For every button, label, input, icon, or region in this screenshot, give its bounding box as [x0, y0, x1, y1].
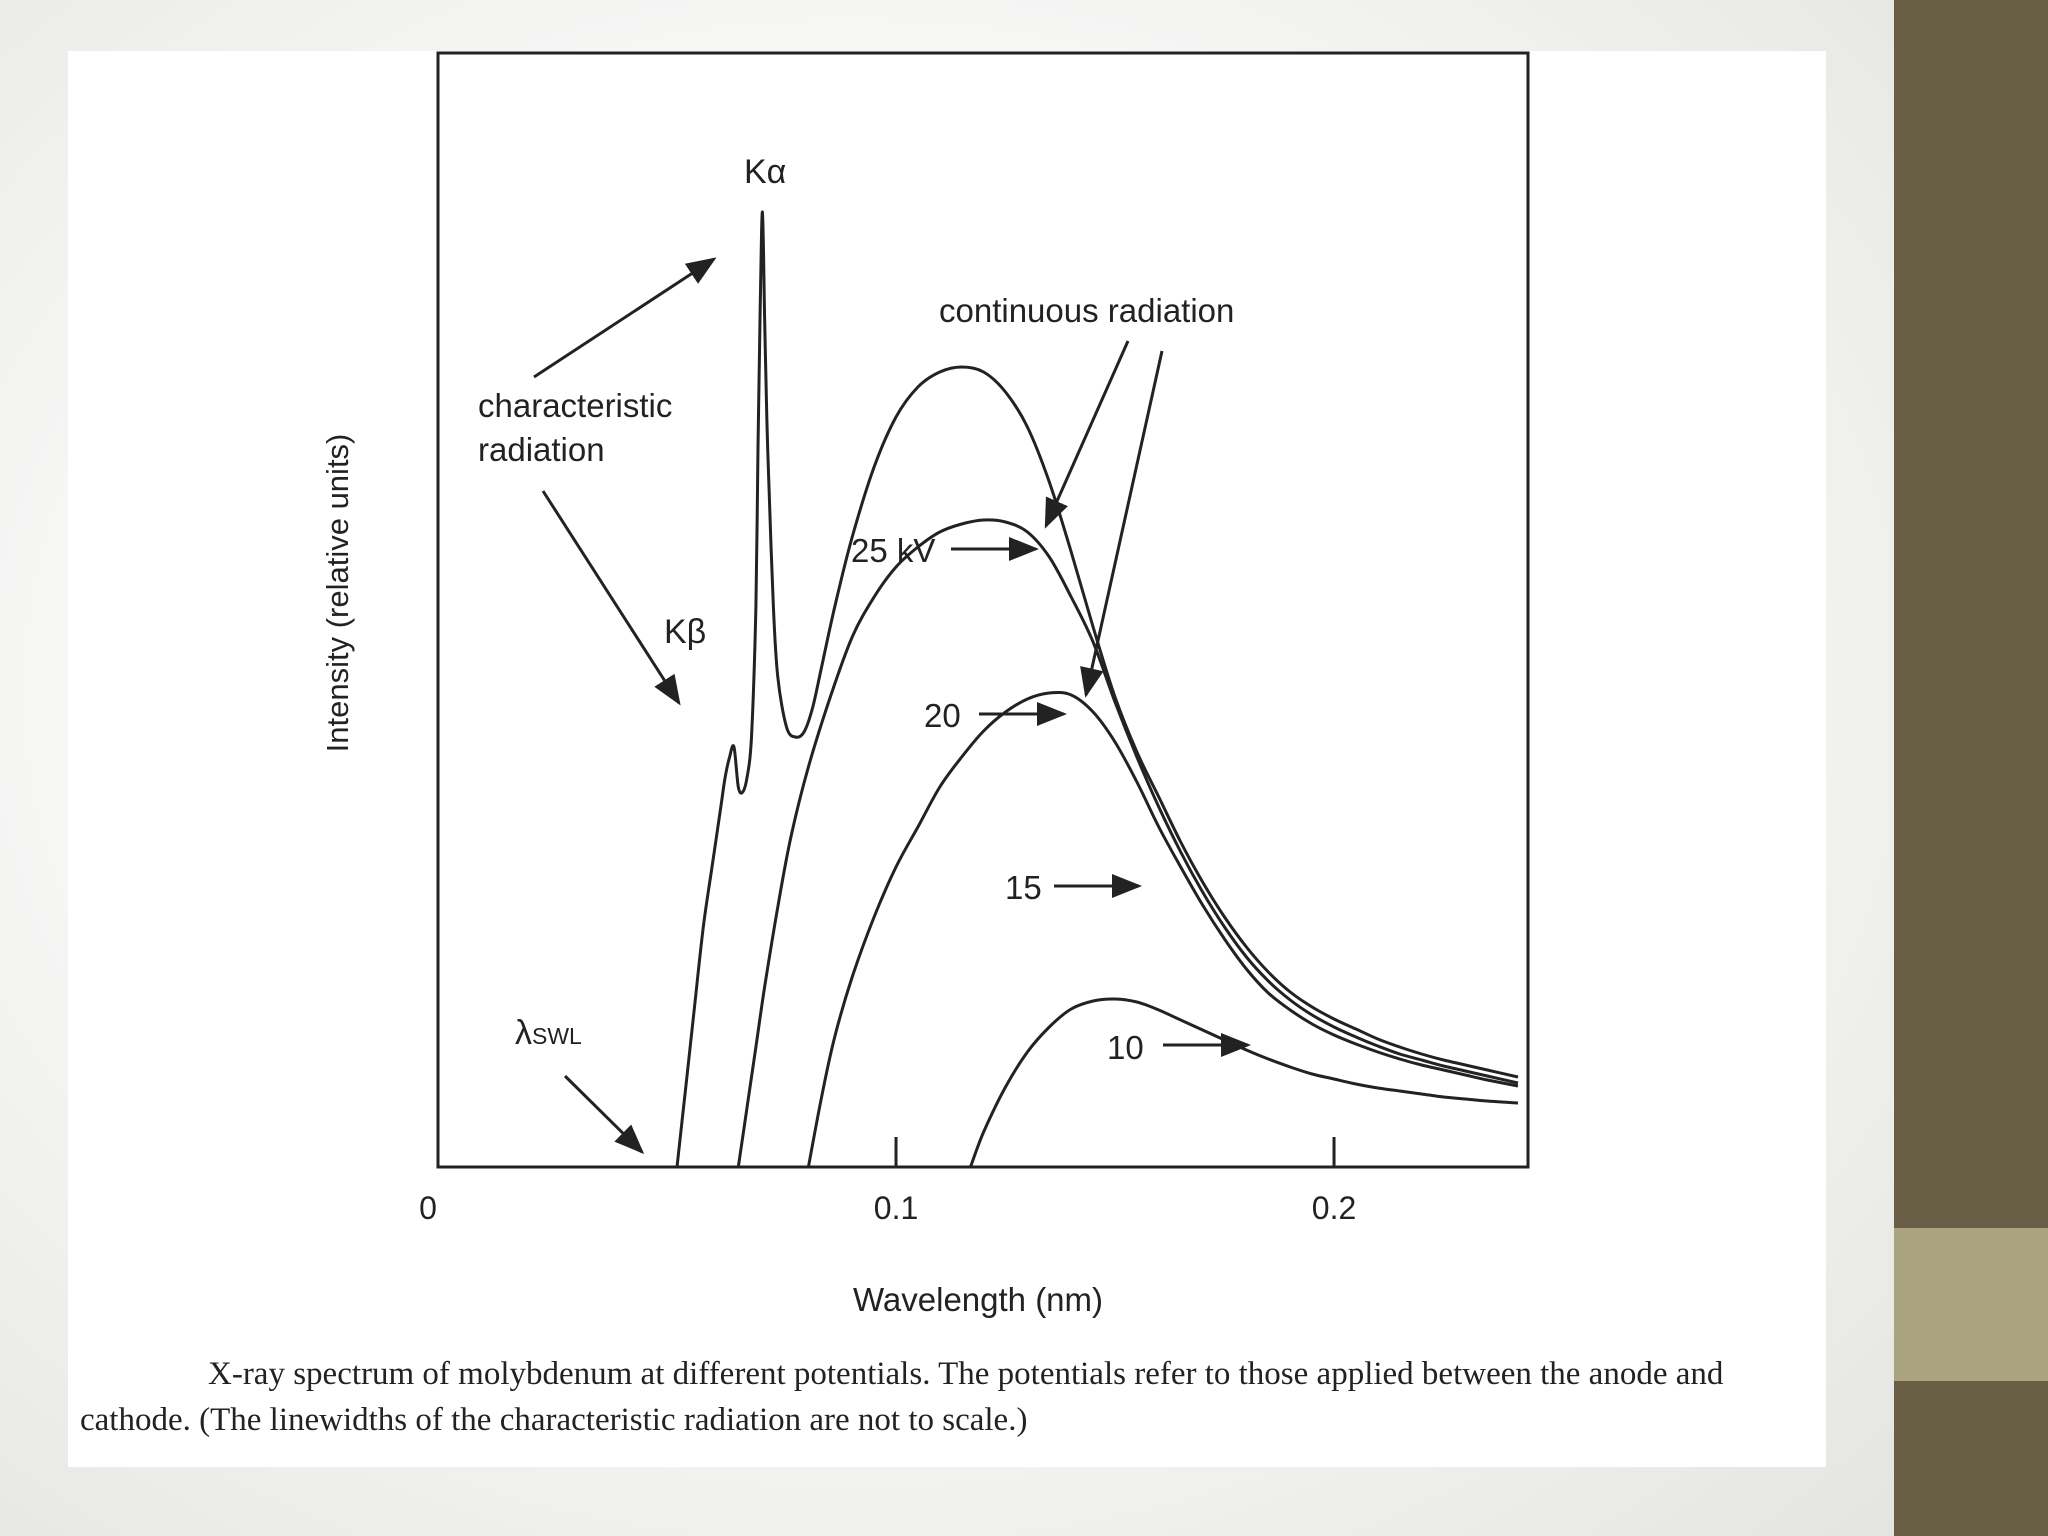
- accent-bar-dark-bottom: [1894, 1381, 2048, 1536]
- accent-bar-light: [1894, 1228, 2048, 1381]
- label-25kv: 25 kV: [851, 532, 935, 569]
- annotation-arrows: [533, 257, 1251, 1155]
- annotation-radiation: radiation: [478, 431, 605, 468]
- plot-frame: [436, 51, 1530, 1169]
- x-tick-label-0: 0: [419, 1190, 437, 1226]
- series-line-0: [675, 210, 1519, 1168]
- xray-spectrum-chart: 0 0.1 0.2 Wavelength (nm) Intensity (relat…: [320, 51, 1530, 1318]
- annotation-k-alpha: Kα: [744, 153, 786, 191]
- series-line-1: [736, 518, 1519, 1168]
- x-tick-label-1: 0.1: [874, 1190, 918, 1226]
- series-line-2: [806, 690, 1519, 1168]
- label-15: 15: [1005, 869, 1042, 906]
- x-tick-label-2: 0.2: [1312, 1190, 1356, 1226]
- x-axis-label: Wavelength (nm): [853, 1281, 1103, 1318]
- lambda-symbol: λ: [515, 1014, 532, 1052]
- arrow-continuous-radiation-1: [1044, 340, 1130, 529]
- arrow-lambda-swl: [563, 1074, 645, 1155]
- annotation-lambda-swl: λSWL: [515, 1014, 582, 1052]
- lambda-subscript: SWL: [532, 1023, 582, 1049]
- y-axis-label: Intensity (relative units): [320, 434, 355, 753]
- arrow-characteristic-to-k-alpha: [533, 257, 717, 379]
- label-10: 10: [1107, 1029, 1144, 1066]
- arrow-continuous-radiation-2: [1080, 350, 1164, 698]
- annotation-continuous-radiation: continuous radiation: [939, 292, 1234, 329]
- x-axis-ticks: 0 0.1 0.2: [419, 1137, 1356, 1226]
- label-20: 20: [924, 697, 961, 734]
- series-layer: [440, 210, 1519, 1169]
- figure-image: 0 0.1 0.2 Wavelength (nm) Intensity (relat…: [68, 51, 1826, 1467]
- annotation-characteristic: characteristic: [478, 387, 672, 424]
- annotation-k-beta: Kβ: [664, 613, 706, 651]
- series-line-3: [969, 997, 1519, 1168]
- figure-caption: X-ray spectrum of molybdenum at differen…: [80, 1356, 1724, 1438]
- accent-bar-dark-top: [1894, 0, 2048, 1228]
- arrow-characteristic-to-k-beta: [541, 490, 681, 706]
